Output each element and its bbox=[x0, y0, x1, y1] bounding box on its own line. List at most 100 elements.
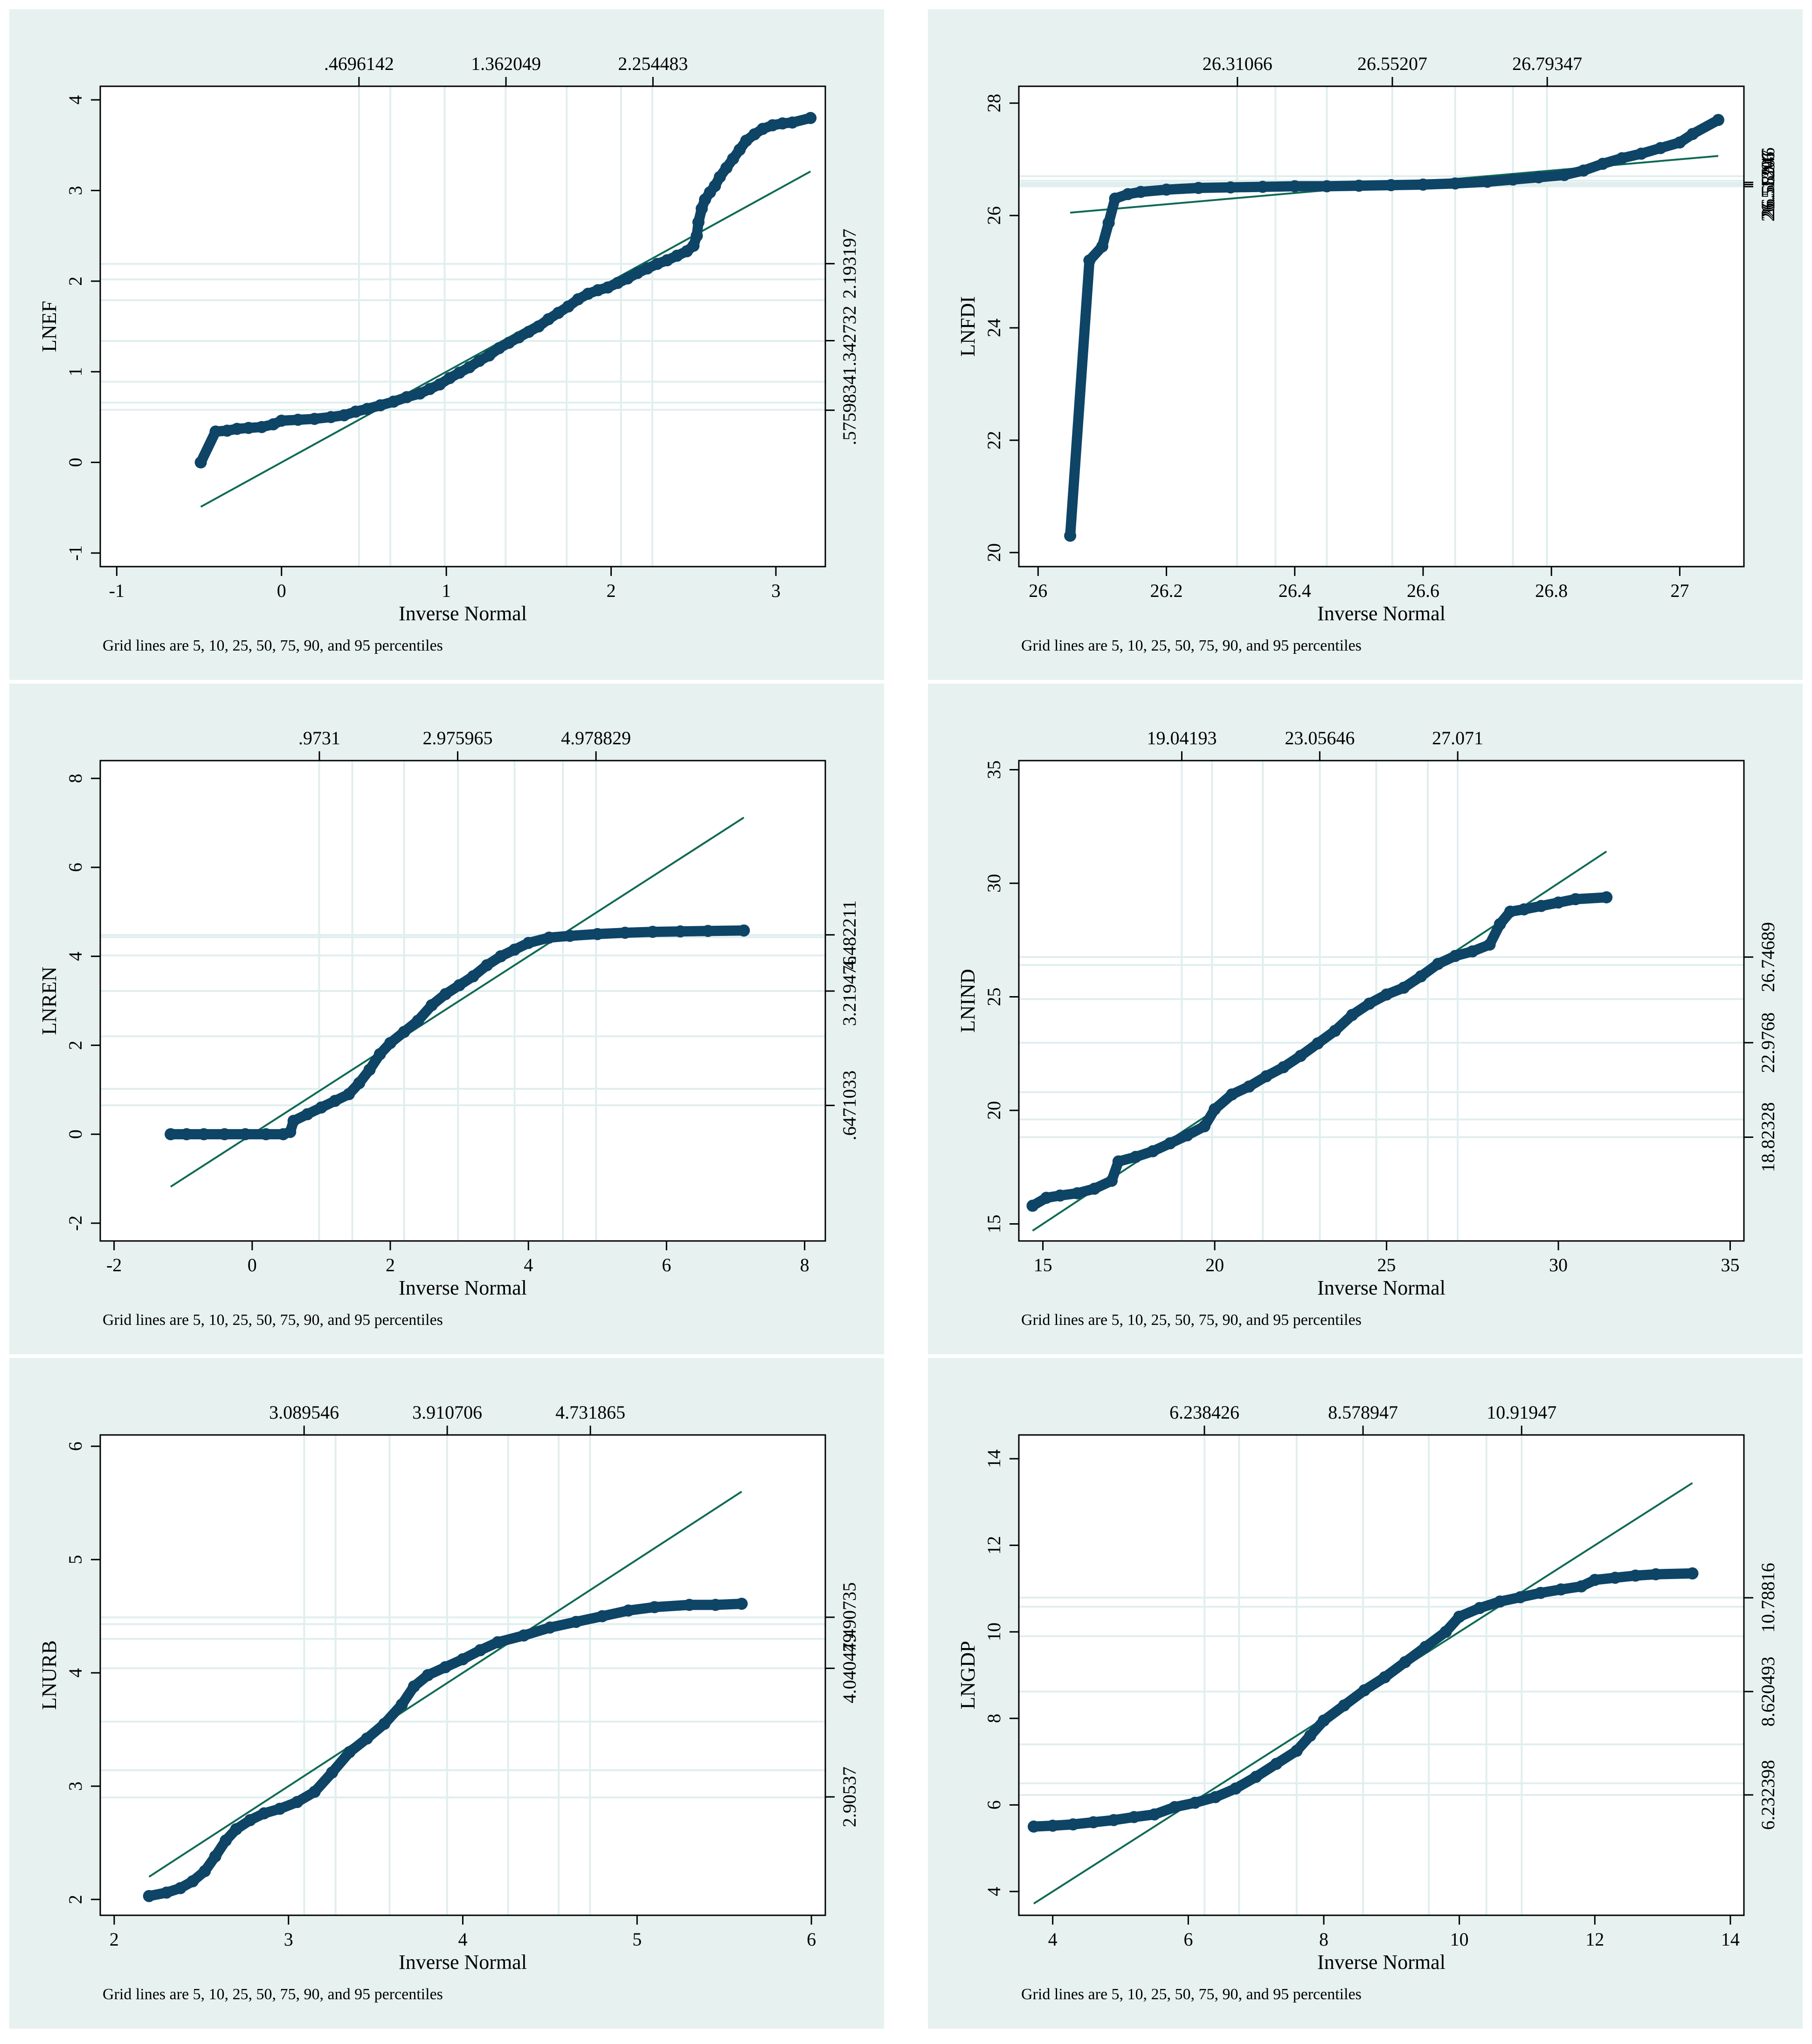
data-point bbox=[592, 284, 604, 297]
data-point bbox=[621, 272, 634, 284]
data-point bbox=[1129, 1150, 1142, 1163]
y-tick-label: -1 bbox=[65, 545, 86, 561]
x-tick-label: 8 bbox=[800, 1254, 809, 1275]
plot-frame bbox=[99, 85, 826, 568]
data-point bbox=[1105, 1174, 1118, 1187]
data-point bbox=[260, 1128, 272, 1141]
y-tick-label: 0 bbox=[65, 1129, 86, 1139]
chart-panel: 26 26.2 26.4 26.6 26.8 27 20 22 24 26 28 26.31066 26… bbox=[928, 9, 1803, 680]
data-point bbox=[301, 1108, 314, 1121]
data-point bbox=[674, 925, 686, 938]
chart-panel: 15 20 25 30 35 15 20 25 30 35 19.04193 23.05646 27.0… bbox=[928, 684, 1803, 1354]
data-point bbox=[1535, 1587, 1547, 1599]
data-point bbox=[244, 1814, 256, 1826]
data-point bbox=[221, 424, 234, 437]
x-tick-label: 4 bbox=[458, 1929, 468, 1950]
data-point bbox=[353, 1077, 366, 1089]
data-point bbox=[325, 411, 337, 423]
data-point bbox=[552, 306, 565, 319]
data-point bbox=[709, 180, 721, 192]
y-tick-label: 8 bbox=[65, 774, 86, 783]
y-tick-label: 20 bbox=[983, 1101, 1004, 1120]
data-point bbox=[1312, 1037, 1324, 1050]
x-axis-title: Inverse Normal bbox=[399, 602, 527, 625]
x-axis-title: Inverse Normal bbox=[399, 1951, 527, 1974]
data-point bbox=[1164, 1137, 1176, 1150]
data-point bbox=[384, 1037, 396, 1049]
top-tick-label: 26.79347 bbox=[1512, 53, 1582, 74]
data-point bbox=[387, 395, 400, 408]
chart-panel: -1 0 1 2 3 -1 0 1 2 3 4 .4696142 1.362049 2.254483 .57… bbox=[9, 9, 884, 680]
data-point bbox=[1514, 1591, 1527, 1603]
data-point bbox=[439, 988, 452, 1000]
top-tick-label: 3.910706 bbox=[412, 1402, 482, 1423]
right-tick-label: 26.51396 bbox=[1757, 152, 1778, 222]
data-point bbox=[622, 1604, 635, 1617]
x-tick-label: 27 bbox=[1670, 580, 1689, 601]
y-tick-label: 4 bbox=[65, 95, 86, 104]
data-point bbox=[256, 421, 268, 433]
data-point bbox=[544, 1621, 556, 1634]
data-point bbox=[242, 422, 255, 434]
right-tick-label: 26.74689 bbox=[1757, 922, 1778, 992]
data-point bbox=[1083, 254, 1096, 267]
data-point bbox=[596, 1610, 609, 1622]
data-point bbox=[349, 405, 362, 418]
data-point bbox=[292, 414, 304, 426]
data-point bbox=[343, 1746, 356, 1759]
data-point bbox=[1532, 171, 1545, 184]
data-point bbox=[1107, 1814, 1120, 1826]
data-point bbox=[1026, 1199, 1039, 1212]
x-tick-label: 25 bbox=[1377, 1254, 1396, 1275]
top-tick-label: 4.731865 bbox=[555, 1402, 625, 1423]
data-point bbox=[1067, 1818, 1079, 1831]
data-point bbox=[1290, 1745, 1303, 1757]
plot-area bbox=[1019, 86, 1744, 567]
chart-panel: 4 6 8 10 12 14 4 6 8 10 12 14 6.238426 8.578947 10.919… bbox=[928, 1358, 1803, 2029]
data-point bbox=[414, 387, 426, 400]
data-point bbox=[1148, 1808, 1161, 1821]
gridline-note: Grid lines are 5, 10, 25, 50, 75, 90, an… bbox=[103, 1311, 443, 1329]
data-point bbox=[343, 1088, 355, 1101]
right-tick-label: 10.78816 bbox=[1757, 1563, 1778, 1633]
data-point bbox=[463, 361, 476, 374]
data-point bbox=[1054, 1189, 1066, 1202]
data-point bbox=[1192, 182, 1205, 194]
data-point bbox=[776, 117, 789, 130]
data-point bbox=[786, 116, 799, 129]
y-axis-title: LNFDI bbox=[956, 296, 979, 357]
data-point bbox=[1209, 1791, 1222, 1803]
data-point bbox=[756, 123, 769, 135]
data-point bbox=[692, 216, 705, 229]
data-point bbox=[425, 999, 438, 1012]
data-point bbox=[1558, 169, 1570, 181]
data-point bbox=[1609, 1572, 1621, 1584]
data-point bbox=[491, 1636, 504, 1649]
data-point bbox=[1449, 949, 1461, 962]
x-tick-label: 0 bbox=[277, 580, 286, 601]
data-point bbox=[564, 929, 576, 942]
data-point bbox=[494, 950, 507, 963]
data-point bbox=[1189, 1796, 1201, 1809]
data-point bbox=[493, 342, 505, 354]
data-point bbox=[1397, 981, 1410, 994]
x-tick-label: 8 bbox=[1319, 1929, 1328, 1950]
plot-area bbox=[100, 86, 825, 567]
data-point bbox=[1552, 896, 1565, 909]
x-tick-label: 0 bbox=[248, 1254, 257, 1275]
data-point bbox=[443, 372, 456, 384]
data-point bbox=[1243, 1080, 1255, 1093]
y-tick-label: 3 bbox=[65, 1781, 86, 1791]
x-tick-label: 6 bbox=[662, 1254, 671, 1275]
data-point bbox=[275, 415, 288, 427]
data-point bbox=[733, 144, 746, 156]
x-tick-label: 4 bbox=[524, 1254, 533, 1275]
data-point bbox=[646, 926, 659, 938]
y-tick-label: 8 bbox=[983, 1714, 1004, 1723]
y-tick-label: 24 bbox=[983, 319, 1004, 337]
data-point bbox=[1629, 1569, 1642, 1582]
y-tick-label: 3 bbox=[65, 186, 86, 195]
data-point bbox=[648, 1601, 661, 1614]
data-point bbox=[220, 1834, 232, 1847]
